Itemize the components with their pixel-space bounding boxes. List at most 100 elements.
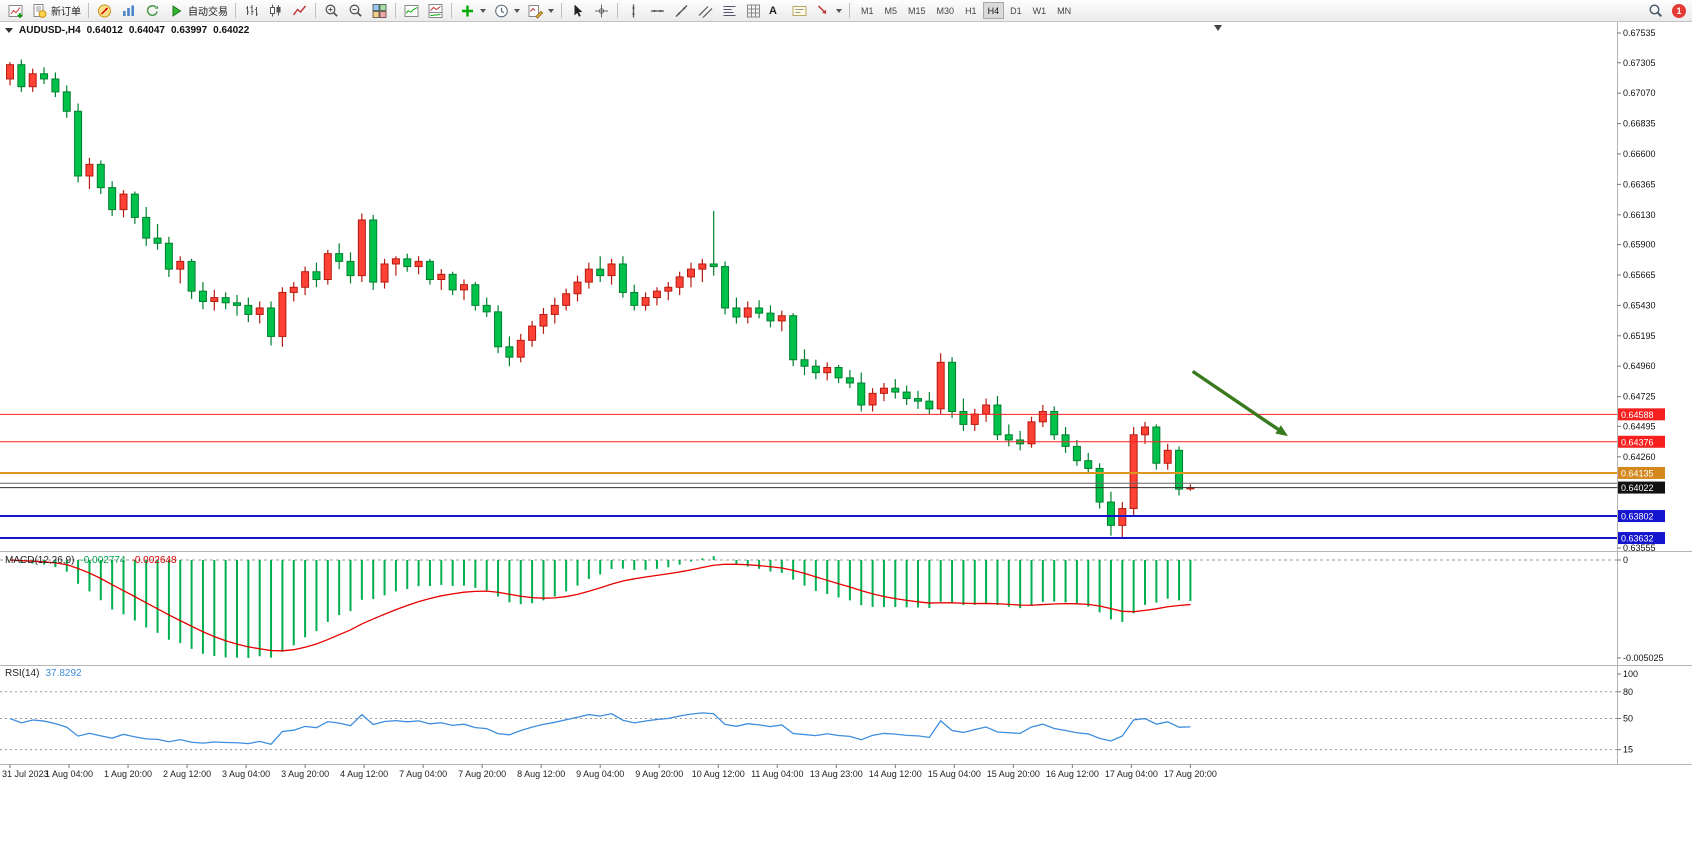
horizontal-line-button[interactable] [646, 1, 669, 20]
timeframe-w1[interactable]: W1 [1028, 2, 1052, 19]
candle [244, 297, 253, 323]
x-axis-label: 13 Aug 23:00 [810, 769, 863, 779]
bar-chart-button[interactable] [240, 1, 263, 20]
candle [391, 256, 400, 276]
text-tool-button[interactable]: A [766, 1, 787, 20]
candlestick-chart-button[interactable] [264, 1, 287, 20]
y-axis-label: 0.67305 [1623, 58, 1656, 68]
candle [1084, 452, 1093, 474]
candle [6, 62, 14, 86]
candle [607, 258, 616, 285]
timeframe-h1[interactable]: H1 [960, 2, 982, 19]
candle [800, 349, 809, 376]
candle [709, 210, 718, 276]
refresh-button[interactable] [141, 1, 164, 20]
candle [948, 357, 957, 418]
auto-trading-button[interactable]: 自动交易 [165, 1, 231, 20]
indicator-window-button[interactable] [424, 1, 447, 20]
y-axis-label: 0.66835 [1623, 119, 1656, 129]
x-axis-label: 3 Aug 04:00 [222, 769, 270, 779]
timeframe-m15[interactable]: M15 [903, 2, 931, 19]
candle [562, 288, 571, 311]
auto-trading-label: 自动交易 [188, 7, 228, 18]
toolbar-right: 1 [1644, 1, 1688, 20]
chart-shift-marker[interactable] [1214, 25, 1222, 31]
candle [1061, 427, 1070, 453]
channel-button[interactable] [694, 1, 717, 20]
zoom-in-icon [323, 3, 340, 19]
svg-text:0.64022: 0.64022 [1621, 483, 1654, 493]
macd-label: MACD(12,26,9) -0.002774 -0.002648 [5, 555, 177, 566]
candle [482, 297, 491, 318]
compass-button[interactable] [93, 1, 116, 20]
trendline-icon [673, 3, 690, 19]
tile-windows-button[interactable] [368, 1, 391, 20]
text-label-button[interactable] [788, 1, 811, 20]
crosshair-icon [593, 3, 610, 19]
y-axis-label: 0.66600 [1623, 149, 1656, 159]
indicators-button[interactable] [400, 1, 423, 20]
timeframe-h4[interactable]: H4 [982, 2, 1005, 19]
template-button[interactable] [524, 1, 557, 20]
arrow-tools-button[interactable] [812, 1, 845, 20]
vertical-line-icon [625, 3, 642, 19]
collapse-panel-icon[interactable] [5, 28, 13, 33]
timeframe-d1[interactable]: D1 [1005, 2, 1027, 19]
candle [823, 362, 832, 381]
fibonacci-button[interactable] [718, 1, 741, 20]
line-chart-button[interactable] [288, 1, 311, 20]
candle [664, 282, 673, 301]
new-order-icon [31, 3, 48, 19]
quote-low: 0.63997 [170, 25, 208, 36]
x-axis-label: 1 Aug 04:00 [45, 769, 93, 779]
search-button[interactable] [1644, 1, 1667, 20]
notification-badge[interactable]: 1 [1672, 3, 1686, 18]
candle [675, 271, 684, 296]
candle [289, 282, 298, 302]
y-axis-label: 0.64725 [1623, 392, 1656, 402]
candle [584, 262, 593, 289]
trendline-button[interactable] [670, 1, 693, 20]
toolbar-separator [561, 3, 562, 18]
svg-text:0.64376: 0.64376 [1621, 437, 1654, 447]
candle [698, 258, 707, 283]
timeframe-mn[interactable]: MN [1052, 2, 1076, 19]
trend-arrow[interactable] [1191, 369, 1280, 431]
candle [993, 395, 1002, 440]
quote-open: 0.64012 [86, 25, 123, 36]
cursor-button[interactable] [566, 1, 589, 20]
rsi-panel: 100 80 50 15 [0, 669, 1638, 755]
timeframe-m30[interactable]: M30 [932, 2, 960, 19]
add-indicator-button[interactable] [456, 1, 489, 20]
vertical-line-button[interactable] [622, 1, 645, 20]
compass-icon [96, 3, 113, 19]
x-axis-label: 11 Aug 04:00 [751, 769, 803, 779]
zoom-out-button[interactable] [344, 1, 367, 20]
rsi-axis-label: 100 [1623, 669, 1638, 679]
crosshair-button[interactable] [590, 1, 613, 20]
timeframe-m5[interactable]: M5 [880, 2, 903, 19]
price-chart-canvas[interactable]: 0.67535 0.67305 0.67070 0.66835 0.66600 0.663… [0, 22, 1692, 852]
search-icon [1647, 3, 1664, 19]
candle [834, 364, 843, 384]
market-watch-button[interactable] [117, 1, 140, 20]
candle [925, 392, 934, 415]
candle [618, 256, 627, 298]
y-axis-label: 0.67070 [1623, 88, 1656, 98]
shapes-grid-button[interactable] [742, 1, 765, 20]
panel-borders [0, 22, 1692, 765]
toolbar-separator [617, 3, 618, 18]
zoom-in-button[interactable] [320, 1, 343, 20]
tile-windows-icon [371, 3, 388, 19]
new-order-button[interactable]: 新订单 [28, 1, 84, 20]
timeframe-m1[interactable]: M1 [856, 2, 879, 19]
candle [278, 287, 287, 347]
candle [187, 258, 196, 299]
candle [914, 390, 922, 409]
periods-button[interactable] [490, 1, 523, 20]
y-axis-label: 0.65430 [1623, 300, 1656, 310]
new-chart-button[interactable] [4, 1, 27, 20]
x-axis-label: 7 Aug 20:00 [458, 769, 506, 779]
candle [119, 190, 128, 218]
x-axis-label: 17 Aug 04:00 [1105, 769, 1158, 779]
